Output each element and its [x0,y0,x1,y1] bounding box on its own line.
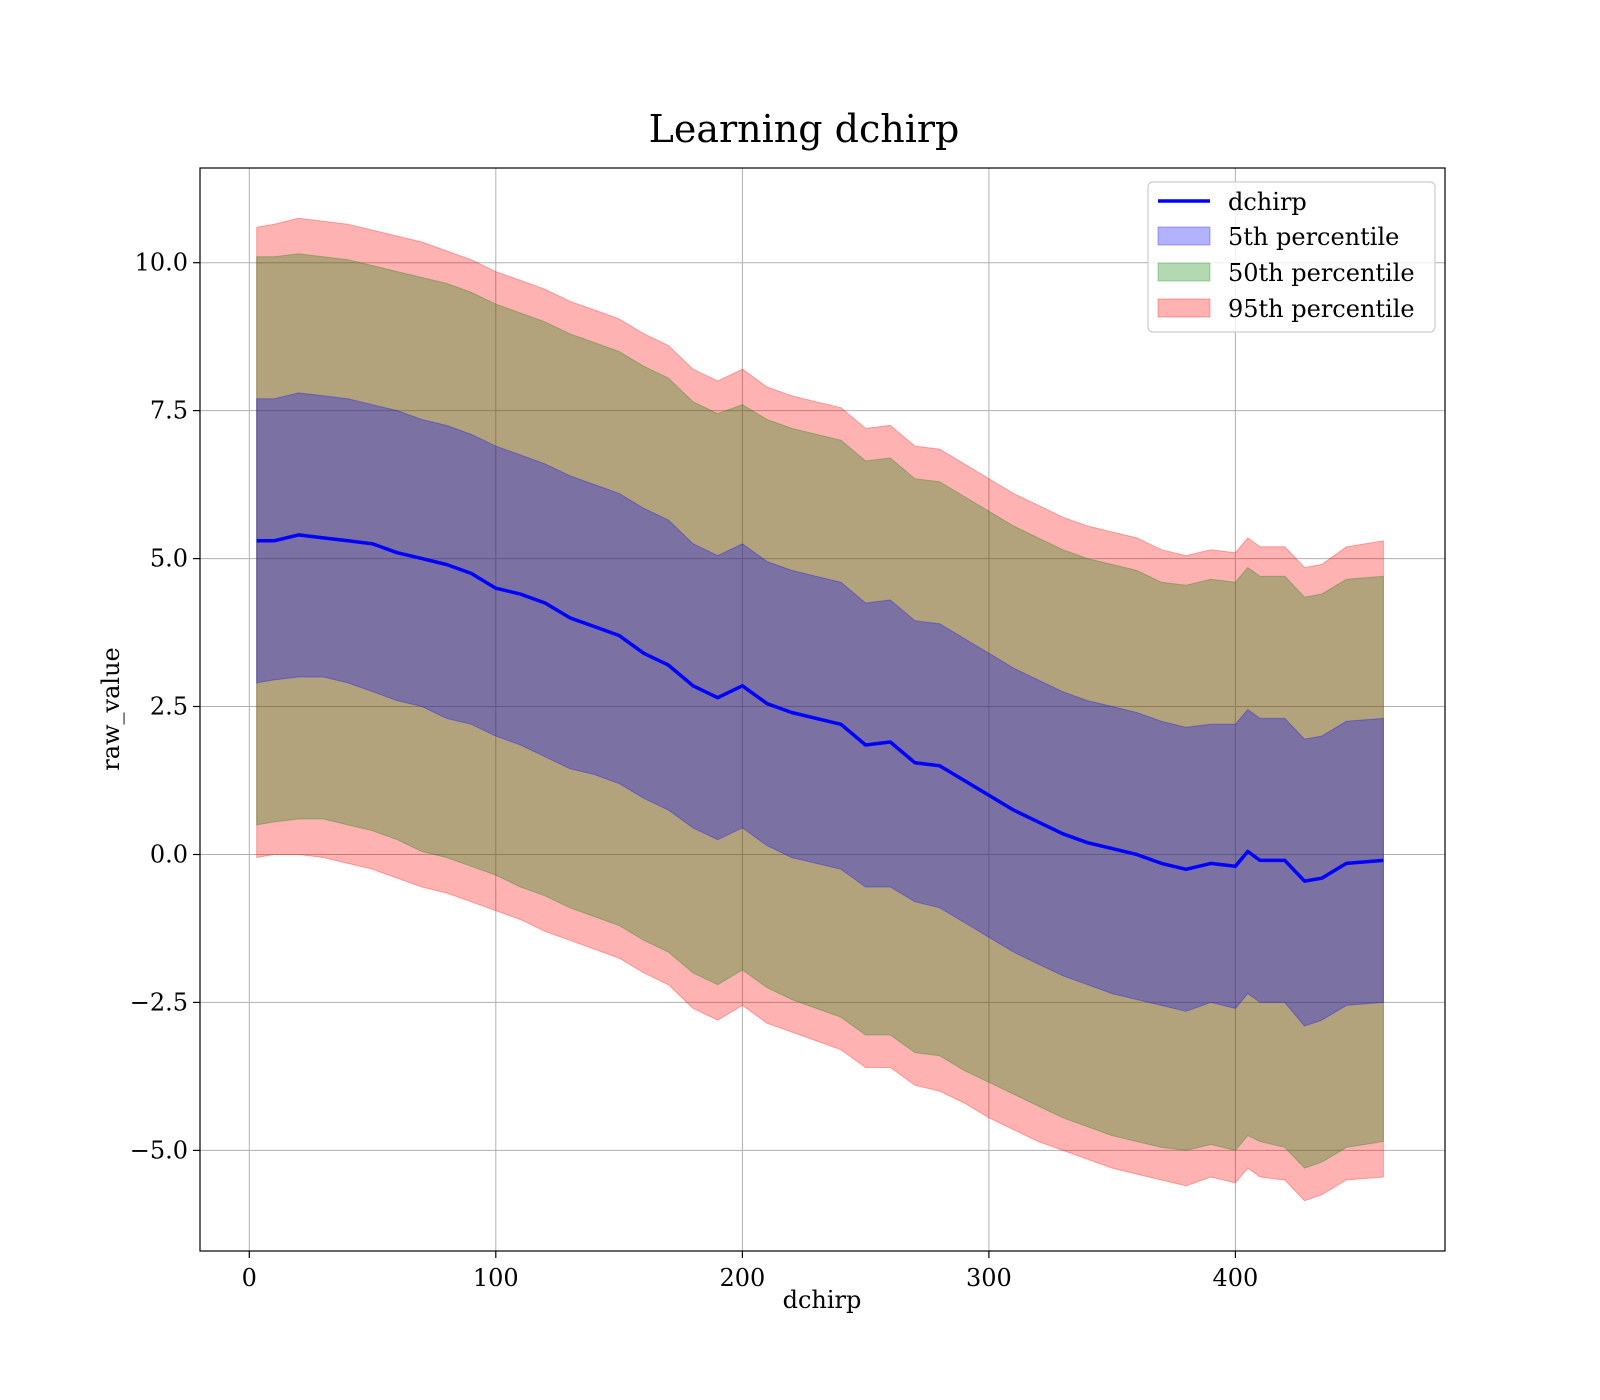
y-tick-label: 0.0 [150,841,188,869]
x-tick-label: 200 [719,1264,765,1292]
series-line-layer [256,533,1384,883]
legend-frame [1147,181,1436,333]
axis-ticks: 0 100 200 300 400 −5.0 −2.5 0.0 2.5 5.0 7.5 10.0 [130,249,1259,1292]
legend-label-5th-percentile: 5th percentile [1228,223,1399,251]
band-95th-percentile [256,217,1384,1202]
band-5th-percentile [256,392,1384,1027]
grid [200,168,1445,1251]
x-tick-label: 400 [1212,1264,1258,1292]
percentile-bands [256,217,1384,1202]
legend-swatch-95th-percentile [1157,298,1211,318]
y-axis-label: raw_value [97,647,125,771]
y-tick-label: 7.5 [150,397,188,425]
x-tick-label: 300 [966,1264,1012,1292]
legend-swatch-50th-percentile [1157,262,1211,282]
x-tick-label: 100 [473,1264,519,1292]
y-tick-label: 5.0 [150,545,188,573]
legend-label-50th-percentile: 50th percentile [1228,259,1415,287]
x-tick-label: 0 [242,1264,257,1292]
y-tick-label: 2.5 [150,693,188,721]
legend-label-95th-percentile: 95th percentile [1228,295,1415,323]
y-tick-label: −2.5 [130,988,188,1016]
legend-swatch-5th-percentile [1157,226,1211,246]
plot-frame [199,167,1446,1252]
y-tick-label: 10.0 [135,249,188,277]
legend: dchirp 5th percentile 50th percentile 95… [1147,181,1436,333]
series-line-dchirp [256,533,1384,883]
x-axis-label: dchirp [783,1286,862,1314]
band-50th-percentile [256,253,1384,1169]
chart-title: Learning dchirp [649,107,960,151]
legend-label-dchirp: dchirp [1228,188,1307,216]
y-tick-label: −5.0 [130,1136,188,1164]
